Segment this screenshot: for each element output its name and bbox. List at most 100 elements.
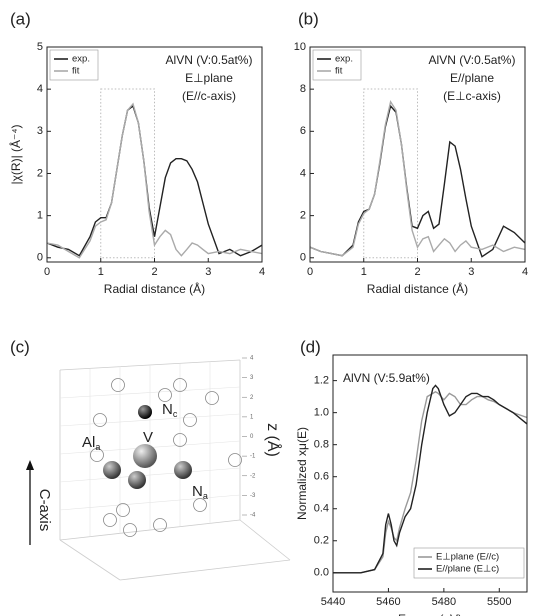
atom-label: Ala (82, 434, 100, 452)
x-tick-label: 1 (98, 266, 104, 278)
atom-site (103, 513, 117, 527)
x-axis-label: Energy (eV) (398, 612, 462, 616)
y-tick-label: 0 (37, 252, 43, 264)
z-tick-label: 4 (250, 356, 254, 362)
atom-symbol: N (162, 401, 173, 418)
c-axis-arrowhead (26, 460, 34, 470)
panel-label: (d) (300, 337, 321, 356)
atom-site (116, 503, 130, 517)
y-tick-label: 3 (37, 125, 43, 137)
y-axis-label: Normalized xμ(E) (295, 427, 309, 520)
atom-site (183, 413, 197, 427)
atom (174, 461, 192, 479)
x-tick-label: 5500 (487, 596, 511, 608)
atom-site (205, 391, 219, 405)
atom-subscript: c (173, 409, 178, 419)
legend-box (413, 547, 525, 579)
panel-label: (b) (298, 9, 319, 28)
atom-site (193, 498, 207, 512)
data-line (46, 102, 263, 259)
x-axis-label: Radial distance (Å) (367, 281, 468, 296)
x-tick-label: 4 (259, 266, 265, 278)
x-axis-label: Radial distance (Å) (104, 281, 205, 296)
data-line (309, 104, 526, 258)
fit-window (100, 88, 155, 259)
legend-label: fit (72, 66, 80, 77)
y-tick-label: 0.2 (314, 535, 329, 547)
panel-label: (c) (10, 337, 30, 356)
atom-site (123, 523, 137, 537)
legend-box (49, 49, 99, 81)
atom-site (111, 378, 125, 392)
c-axis-label: C-axis (36, 489, 53, 532)
data-line (333, 384, 528, 574)
x-tick-label: 2 (414, 266, 420, 278)
annotation: E//plane (450, 71, 494, 85)
annotation: (E⊥c-axis) (443, 89, 501, 103)
x-tick-label: 3 (468, 266, 474, 278)
atom-site (228, 453, 242, 467)
atom-symbol: V (143, 429, 153, 446)
x-tick-label: 5460 (376, 596, 400, 608)
y-tick-label: 6 (300, 125, 306, 137)
legend-label: E⊥plane (E//c) (436, 552, 499, 563)
y-tick-label: 0.0 (314, 567, 329, 579)
x-tick-label: 2 (151, 266, 157, 278)
legend-label: exp. (72, 54, 90, 65)
x-tick-label: 5480 (432, 596, 456, 608)
y-tick-label: 1.0 (314, 407, 329, 419)
atom-label: Nc (162, 401, 178, 419)
y-axis-label: |χ(R)| (Å⁻⁴) (8, 124, 23, 184)
atom-symbol: N (192, 483, 203, 500)
z-tick-label: -1 (250, 454, 256, 460)
z-axis-label: z (Å) (264, 423, 283, 457)
z-tick-label: 1 (250, 414, 254, 420)
atom-site (173, 378, 187, 392)
data-line (333, 390, 528, 574)
y-tick-label: 8 (300, 83, 306, 95)
plot-frame (332, 354, 528, 593)
z-tick-label: 2 (250, 395, 254, 401)
y-tick-label: 10 (294, 41, 306, 53)
x-tick-label: 3 (205, 266, 211, 278)
grid-line (59, 494, 241, 511)
atom-site (93, 413, 107, 427)
data-line (46, 104, 263, 257)
x-tick-label: 4 (522, 266, 528, 278)
annotation: (E//c-axis) (182, 89, 236, 103)
atom (103, 461, 121, 479)
z-tick-label: -2 (250, 473, 256, 479)
y-tick-label: 4 (300, 167, 306, 179)
annotation: E⊥plane (185, 71, 233, 85)
atom-site (90, 448, 104, 462)
legend-label: fit (335, 66, 343, 77)
z-tick-label: -4 (250, 513, 256, 519)
atom-site (173, 433, 187, 447)
x-tick-label: 1 (361, 266, 367, 278)
atom-subscript: a (95, 442, 100, 452)
data-line (309, 100, 526, 257)
z-tick-label: 0 (250, 434, 254, 440)
y-tick-label: 0 (300, 252, 306, 264)
atom-subscript: a (203, 491, 208, 501)
legend-box (312, 49, 362, 81)
atom-label: Na (192, 483, 208, 501)
y-tick-label: 1.2 (314, 375, 329, 387)
fit-window (363, 88, 418, 259)
annotation: AlVN (V:0.5at%) (429, 53, 516, 67)
z-tick-label: -3 (250, 493, 256, 499)
legend-label: E//plane (E⊥c) (436, 564, 499, 575)
box-edge (119, 559, 291, 581)
x-tick-label: 0 (44, 266, 50, 278)
y-tick-label: 1 (37, 210, 43, 222)
box-edge (59, 539, 121, 581)
panel-label: (a) (10, 9, 31, 28)
z-tick-label: 3 (250, 375, 254, 381)
plot-frame (309, 46, 526, 263)
atom-symbol: Al (82, 434, 95, 451)
atom (138, 405, 152, 419)
y-tick-label: 0.4 (314, 503, 329, 515)
atom (133, 444, 157, 468)
annotation: AlVN (V:0.5at%) (166, 53, 253, 67)
